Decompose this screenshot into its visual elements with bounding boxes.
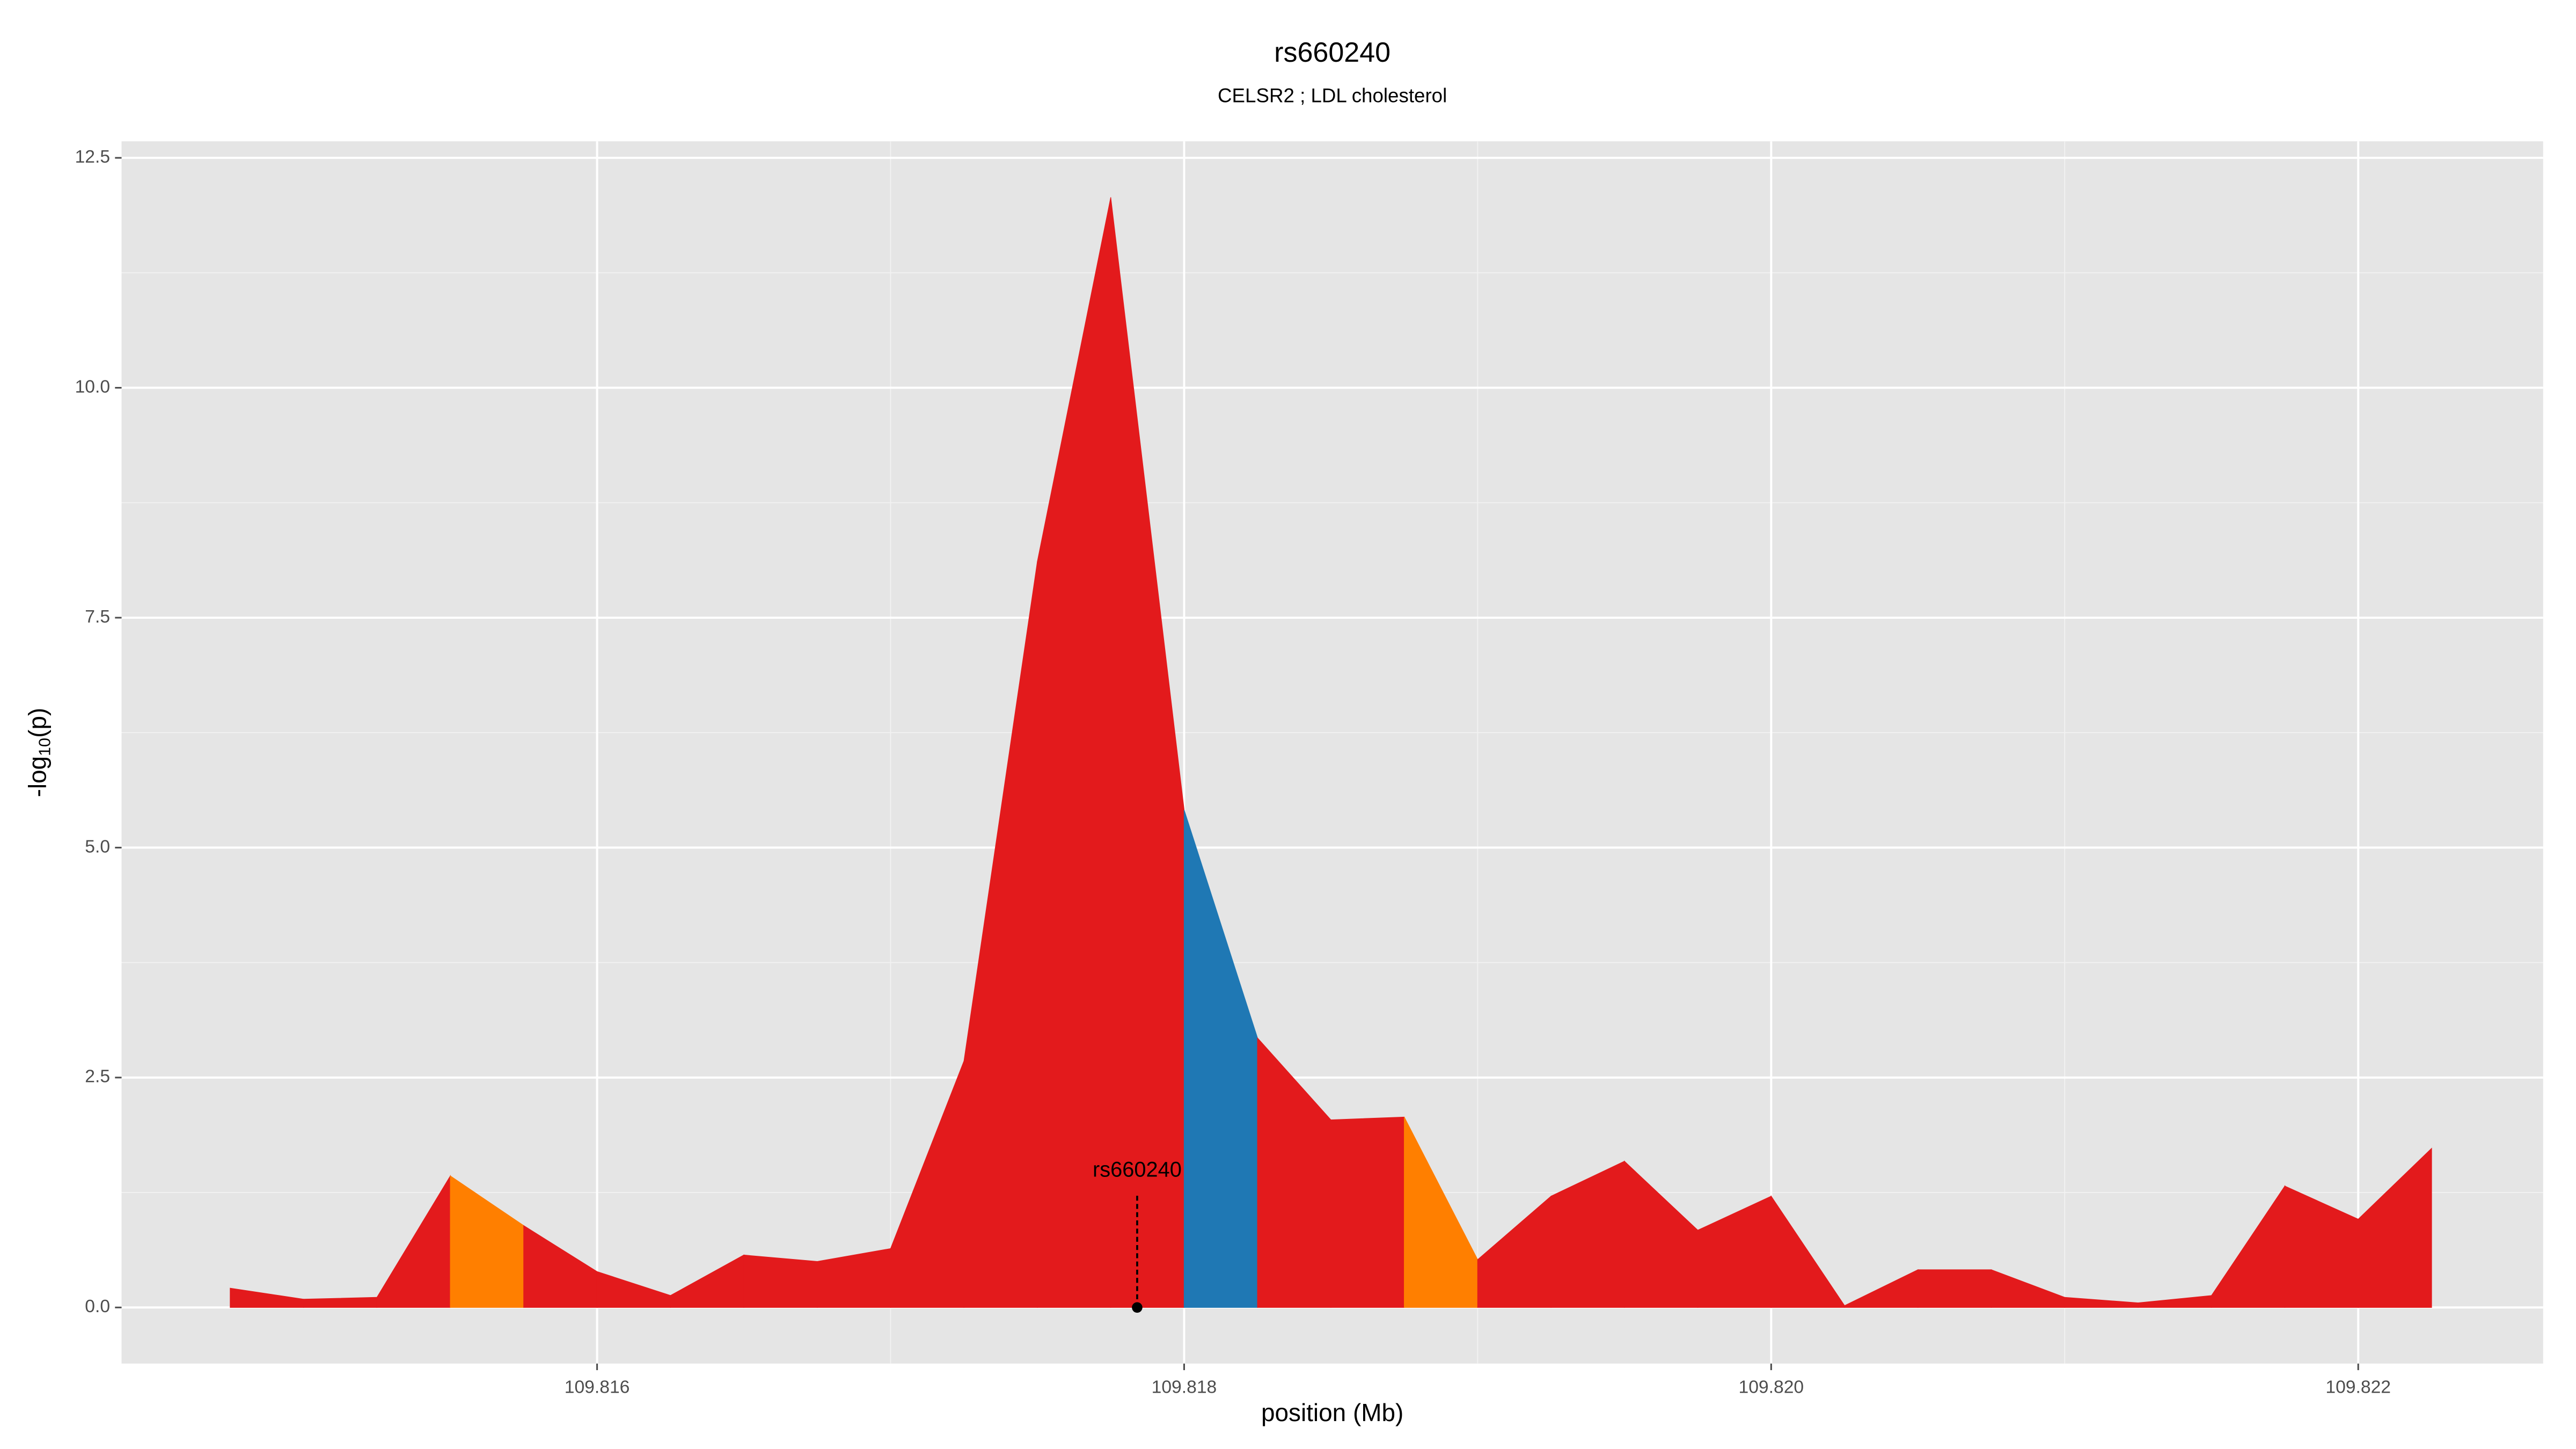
annotation-point bbox=[1132, 1302, 1143, 1313]
y-tick-label: 5.0 bbox=[85, 837, 110, 857]
chart-title: rs660240 bbox=[1274, 37, 1391, 68]
annotation-label: rs660240 bbox=[1093, 1158, 1182, 1182]
x-tick-label: 109.816 bbox=[565, 1378, 630, 1397]
y-axis-title-subscript: 10 bbox=[36, 738, 54, 756]
y-tick-label: 2.5 bbox=[85, 1067, 110, 1087]
x-tick-label: 109.820 bbox=[1738, 1378, 1804, 1397]
area-segment bbox=[743, 1254, 818, 1308]
area-segment bbox=[1330, 1116, 1405, 1308]
y-axis-title: -log10(p) bbox=[24, 708, 54, 797]
y-tick-label: 0.0 bbox=[85, 1297, 110, 1316]
x-axis-title: position (Mb) bbox=[1261, 1399, 1403, 1426]
area-segment bbox=[1918, 1269, 1992, 1308]
y-tick-label: 10.0 bbox=[75, 377, 111, 397]
area-segment bbox=[2358, 1147, 2432, 1308]
y-axis-title-suffix: (p) bbox=[24, 708, 52, 738]
area-segment bbox=[303, 1297, 377, 1308]
x-tick-label: 109.818 bbox=[1152, 1378, 1217, 1397]
y-tick-label: 7.5 bbox=[85, 607, 110, 627]
y-tick-label: 12.5 bbox=[75, 147, 111, 167]
x-tick-label: 109.822 bbox=[2325, 1378, 2391, 1397]
y-axis-title-text: -log bbox=[24, 756, 52, 797]
chart-subtitle: CELSR2 ; LDL cholesterol bbox=[1218, 84, 1447, 106]
